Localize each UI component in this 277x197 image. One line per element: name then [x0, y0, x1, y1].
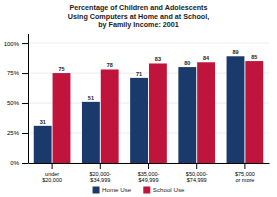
y-tick-mark: [22, 73, 28, 74]
legend: Home Use School Use: [93, 186, 185, 193]
x-tick-label: $35,000-$49,999: [138, 171, 160, 183]
bar: [197, 62, 215, 163]
y-tick: 100%: [4, 41, 28, 47]
y-tick-label: 100%: [4, 41, 20, 47]
data-labels: 31 51 71 80 89 75 78 83 84 85: [40, 49, 258, 125]
x-tick-label: $20,000-$34,999: [89, 171, 111, 183]
bar: [178, 67, 196, 163]
x-tick-label-line: or more: [235, 177, 254, 183]
x-tick-label-line: $74,999: [187, 177, 207, 183]
bar: [227, 56, 245, 163]
title-line: by Family Income: 2001: [98, 20, 179, 29]
y-axis: 0% 25% 50% 75% 100%: [4, 34, 29, 166]
bars: [34, 56, 263, 163]
x-tick-label-line: $75,000: [235, 171, 255, 177]
x-tick-mark: [52, 163, 53, 169]
x-tick-label-line: under: [45, 171, 59, 177]
data-label: 78: [107, 62, 113, 68]
data-label: 83: [155, 56, 161, 62]
data-label: 31: [40, 119, 46, 125]
grid: [28, 43, 269, 163]
y-tick-label: 50%: [7, 100, 20, 106]
x-tick-label: $75,000or more: [235, 171, 255, 183]
grid-line: [28, 43, 269, 44]
y-tick-mark: [22, 133, 28, 134]
y-tick-mark: [22, 163, 28, 164]
x-tick-label-line: $50,000-: [186, 171, 208, 177]
legend-label: Home Use: [102, 186, 132, 193]
x-tick: $35,000-$49,999: [138, 163, 160, 183]
x-tick-mark: [196, 163, 197, 169]
bar: [82, 102, 100, 163]
x-tick-label: under$20,000: [42, 171, 62, 183]
legend-swatch: [143, 187, 150, 194]
x-tick-label-line: $49,999: [139, 177, 159, 183]
legend-item: Home Use: [93, 186, 132, 193]
legend-swatch: [93, 187, 100, 194]
x-tick: $50,000-$74,999: [186, 163, 208, 183]
y-tick-mark: [22, 43, 28, 44]
legend-label: School Use: [153, 186, 185, 193]
y-axis-line: [28, 34, 29, 164]
data-label: 51: [88, 95, 94, 101]
x-tick: $20,000-$34,999: [89, 163, 111, 183]
bar: [130, 78, 148, 163]
chart: Percentage of Children and AdolescentsUs…: [0, 0, 277, 197]
x-tick-mark: [244, 163, 245, 169]
y-tick-label: 25%: [7, 130, 20, 136]
plot: 31 51 71 80 89 75 78 83 84 85 0% 25% 50% 75% 100% under…: [4, 34, 270, 183]
x-tick: $75,000or more: [235, 163, 255, 183]
y-tick: 75%: [7, 70, 28, 76]
data-label: 84: [203, 55, 210, 61]
y-tick: 25%: [7, 130, 28, 136]
y-tick: 0%: [10, 160, 28, 166]
y-tick-mark: [22, 103, 28, 104]
x-tick-label-line: $20,000: [42, 177, 62, 183]
x-tick-label-line: $35,000-: [138, 171, 160, 177]
bar: [34, 126, 52, 163]
x-tick-mark: [148, 163, 149, 169]
bar: [245, 61, 263, 163]
title: Percentage of Children and AdolescentsUs…: [68, 3, 209, 29]
data-label: 71: [136, 71, 142, 77]
data-label: 80: [184, 60, 190, 66]
bar: [101, 69, 119, 163]
x-tick-mark: [100, 163, 101, 169]
bar: [149, 63, 167, 163]
data-label: 89: [232, 49, 238, 55]
y-tick: 50%: [7, 100, 28, 106]
x-tick-label-line: $20,000-: [89, 171, 111, 177]
x-tick-label-line: $34,999: [90, 177, 110, 183]
x-tick-label: $50,000-$74,999: [186, 171, 208, 183]
data-label: 85: [251, 54, 257, 60]
y-tick-label: 75%: [7, 70, 20, 76]
x-tick: under$20,000: [42, 163, 62, 183]
data-label: 75: [58, 66, 64, 72]
x-axis: under$20,000 $20,000-$34,999 $35,000-$49,9…: [29, 163, 270, 183]
legend-item: School Use: [143, 186, 185, 193]
y-tick-label: 0%: [10, 160, 19, 166]
bar: [53, 73, 71, 163]
